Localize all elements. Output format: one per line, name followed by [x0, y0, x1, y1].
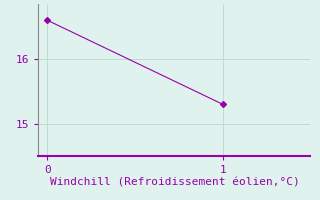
X-axis label: Windchill (Refroidissement éolien,°C): Windchill (Refroidissement éolien,°C) — [50, 178, 299, 188]
